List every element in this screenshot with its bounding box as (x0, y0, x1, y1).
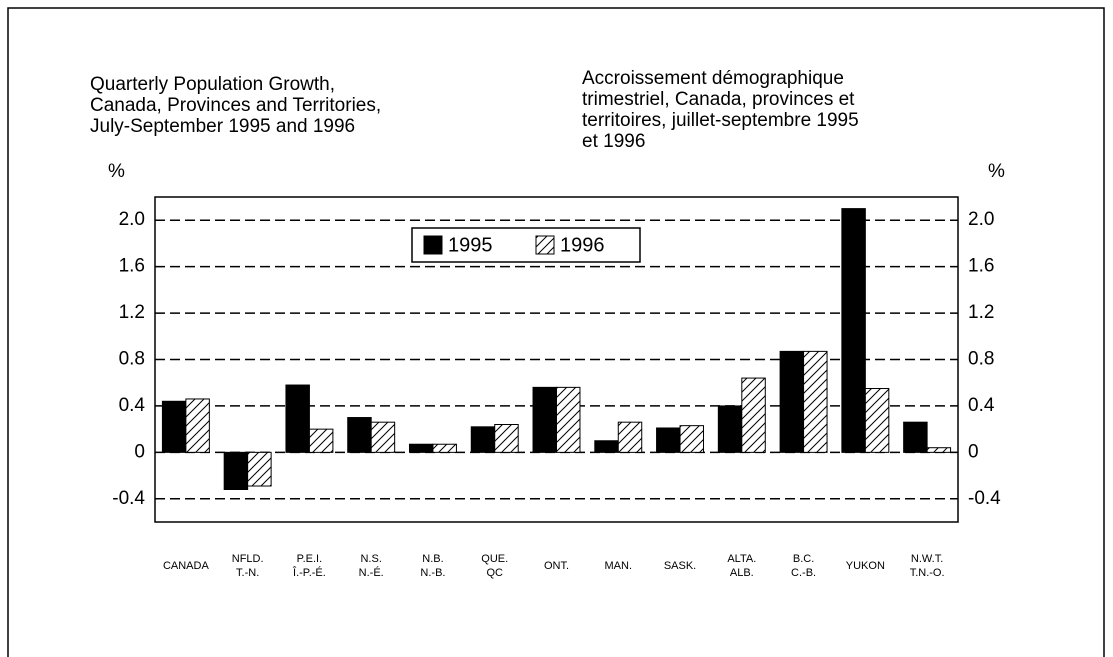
bar (532, 386, 558, 453)
bar (594, 440, 619, 453)
legend-label: 1995 (448, 234, 493, 256)
x-tick-label: T.N.-O. (910, 567, 945, 579)
bar (285, 384, 310, 453)
y2-tick-label: -0.4 (968, 488, 1001, 509)
x-tick-label: N.-É. (359, 566, 384, 579)
bar (347, 417, 372, 453)
chart-title-fr: territoires, juillet-septembre 1995 (582, 110, 859, 131)
y-tick-label: 0.8 (119, 349, 145, 370)
chart-title: Canada, Provinces and Territories, (90, 95, 381, 116)
x-tick-label: P.E.I. (297, 553, 322, 565)
bar (656, 427, 681, 453)
x-tick-label: NFLD. (232, 553, 264, 565)
y-tick-label: 2.0 (119, 209, 145, 230)
bar (779, 350, 805, 453)
bar (617, 421, 643, 453)
bar (223, 451, 249, 491)
chart-title-fr: et 1996 (582, 131, 645, 152)
y2-tick-label: 1.6 (968, 256, 994, 277)
bar (247, 451, 272, 487)
y-tick-label: 1.2 (119, 302, 145, 323)
x-tick-label: B.C. (793, 553, 814, 565)
x-tick-label: Î.-P.-É. (292, 566, 326, 579)
bar (841, 208, 866, 453)
y-axis-label: % (108, 161, 125, 182)
y2-tick-label: 0.8 (968, 349, 994, 370)
bar (717, 405, 743, 453)
bar (803, 350, 828, 453)
x-tick-label: ALB. (730, 567, 754, 579)
bar (741, 377, 766, 453)
x-tick-label: YUKON (846, 560, 885, 572)
x-tick-label: N.B. (422, 553, 443, 565)
bar (864, 388, 890, 453)
bar (432, 443, 457, 453)
y-tick-label: 0.4 (119, 395, 146, 416)
x-tick-label: C.-B. (791, 567, 816, 579)
bar (185, 398, 210, 453)
x-tick-label: QC (486, 567, 503, 579)
x-tick-label: ALTA. (727, 553, 756, 565)
chart-title-fr: Accroissement démographique (582, 68, 844, 89)
plot-frame (154, 196, 959, 523)
y2-tick-label: 0 (968, 441, 979, 462)
x-tick-label: ONT. (544, 560, 569, 572)
chart-title-fr: trimestriel, Canada, provinces et (582, 89, 855, 110)
chart-title: July-September 1995 and 1996 (90, 116, 355, 137)
frame (7, 7, 1105, 657)
y2-tick-label: 0.4 (968, 395, 995, 416)
legend-box (411, 227, 641, 263)
y2-tick-label: 1.2 (968, 302, 994, 323)
x-tick-label: SASK. (664, 560, 696, 572)
bar (494, 424, 519, 453)
legend-label: 1996 (560, 234, 605, 256)
legend-swatch (535, 235, 555, 255)
chart-title: Quarterly Population Growth, (90, 74, 335, 95)
x-tick-label: N.W.T. (911, 553, 943, 565)
bar (926, 447, 952, 453)
bar (470, 426, 496, 453)
y-tick-label: -0.4 (112, 488, 145, 509)
bar (370, 421, 396, 453)
x-tick-label: N.-B. (420, 567, 445, 579)
x-tick-label: CANADA (163, 560, 210, 572)
y2-axis-label: % (988, 161, 1005, 182)
bar (679, 425, 705, 453)
legend-swatch (423, 235, 443, 255)
bar (308, 428, 334, 453)
x-tick-label: MAN. (605, 560, 633, 572)
y2-tick-label: 2.0 (968, 209, 994, 230)
x-tick-label: QUE. (481, 553, 508, 565)
x-tick-label: T.-N. (236, 567, 259, 579)
y-tick-label: 0 (134, 441, 145, 462)
bar (161, 400, 187, 453)
bar (556, 386, 581, 453)
bar (408, 443, 434, 453)
y-tick-label: 1.6 (119, 256, 145, 277)
x-tick-label: N.S. (360, 553, 381, 565)
bar (903, 421, 928, 453)
